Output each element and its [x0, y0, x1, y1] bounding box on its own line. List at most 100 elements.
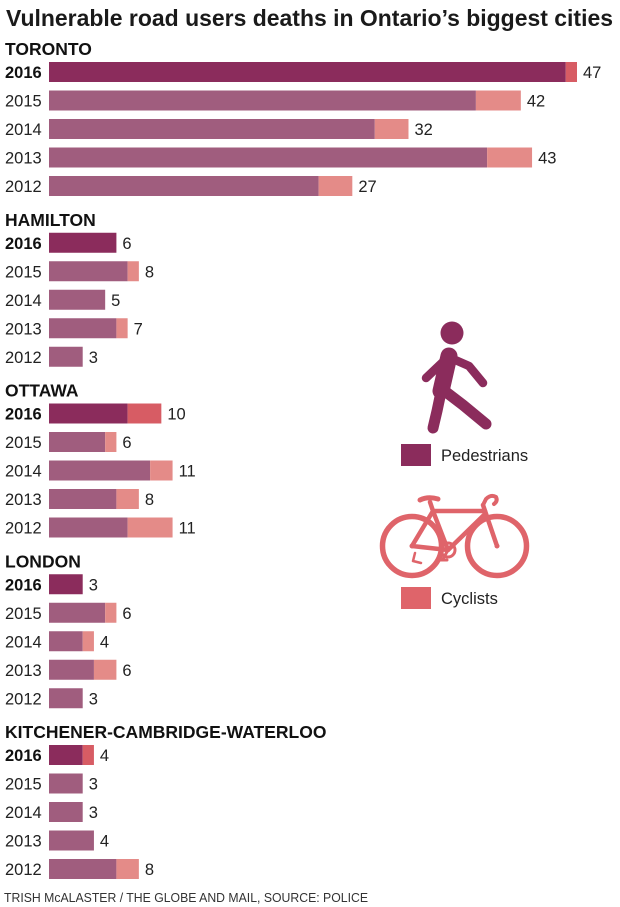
bar-row: 2016 3 [5, 574, 98, 595]
city-group: LONDON 2016 3 2015 6 2014 4 2013 6 2012 3 [5, 551, 132, 709]
total-label: 43 [538, 150, 556, 168]
bar-cyclists [105, 602, 117, 623]
source-credit: TRISH McALASTER / THE GLOBE AND MAIL, SO… [4, 891, 368, 905]
bar-cyclists [318, 176, 353, 196]
year-label: 2013 [5, 833, 42, 851]
total-label: 7 [134, 320, 143, 338]
bar-pedestrians [49, 517, 128, 538]
year-label: 2013 [5, 150, 42, 168]
bar-row: 2016 4 [5, 745, 109, 765]
bar-pedestrians [49, 119, 375, 139]
bar-pedestrians [49, 232, 117, 253]
bar-row: 2015 3 [5, 773, 98, 794]
bar-row: 2012 8 [5, 859, 154, 879]
bar-row: 2013 6 [5, 659, 132, 680]
bar-pedestrians [49, 745, 83, 765]
city-label: TORONTO [5, 39, 92, 59]
total-label: 8 [145, 861, 154, 879]
bar-cyclists [127, 517, 173, 538]
total-label: 5 [111, 292, 120, 310]
bar-pedestrians [49, 346, 83, 367]
bar-row: 2013 43 [5, 147, 556, 168]
bar-pedestrians [49, 802, 83, 822]
total-label: 3 [89, 690, 98, 708]
bar-pedestrians [49, 90, 476, 111]
bar-cyclists [82, 631, 94, 652]
total-label: 4 [100, 747, 109, 765]
city-group: HAMILTON 2016 6 2015 8 2014 5 2013 7 2012 3 [5, 210, 154, 367]
legend-swatch-pedestrians [401, 444, 431, 466]
total-label: 32 [414, 121, 432, 139]
city-label: OTTAWA [5, 381, 79, 401]
total-label: 11 [179, 463, 196, 481]
total-label: 4 [100, 833, 109, 851]
total-label: 6 [122, 662, 131, 680]
bar-row: 2016 6 [5, 232, 132, 253]
bar-cyclists [565, 62, 577, 82]
bar-pedestrians [49, 602, 106, 623]
bar-cyclists [374, 119, 409, 139]
year-label: 2014 [5, 804, 42, 822]
bar-pedestrians [49, 176, 319, 196]
bar-row: 2012 3 [5, 688, 98, 709]
year-label: 2013 [5, 320, 42, 338]
bar-pedestrians [49, 773, 83, 794]
pedestrian-icon [421, 321, 492, 434]
year-label: 2014 [5, 633, 42, 651]
city-label: KITCHENER-CAMBRIDGE-WATERLOO [5, 722, 326, 742]
year-label: 2015 [5, 434, 42, 452]
total-label: 3 [89, 804, 98, 822]
bar-row: 2016 10 [5, 403, 186, 424]
bar-cyclists [150, 460, 173, 481]
year-label: 2012 [5, 178, 42, 196]
year-label: 2012 [5, 349, 42, 367]
year-label: 2013 [5, 662, 42, 680]
bar-cyclists [116, 489, 139, 509]
bar-pedestrians [49, 403, 128, 424]
bar-pedestrians [49, 631, 83, 652]
bar-cyclists [127, 261, 139, 282]
legend: Pedestrians Cyclists [379, 321, 530, 609]
year-label: 2016 [5, 576, 42, 594]
bicycle-icon [379, 493, 530, 579]
total-label: 8 [145, 491, 154, 509]
city-group: OTTAWA 2016 10 2015 6 2014 11 2013 8 2012 11 [5, 381, 196, 538]
bar-pedestrians [49, 460, 151, 481]
legend-swatch-cyclists [401, 587, 431, 609]
total-label: 4 [100, 633, 109, 651]
bar-row: 2014 5 [5, 289, 120, 310]
year-label: 2016 [5, 406, 42, 424]
year-label: 2013 [5, 491, 42, 509]
bar-cyclists [127, 403, 162, 424]
bar-pedestrians [49, 574, 83, 595]
year-label: 2014 [5, 121, 42, 139]
bar-pedestrians [49, 432, 106, 452]
bar-row: 2012 3 [5, 346, 98, 367]
bar-cyclists [93, 659, 117, 680]
bar-row: 2015 6 [5, 432, 132, 452]
year-label: 2012 [5, 520, 42, 538]
bar-row: 2014 32 [5, 119, 433, 139]
year-label: 2012 [5, 861, 42, 879]
bar-row: 2013 8 [5, 489, 154, 509]
city-label: HAMILTON [5, 210, 96, 230]
year-label: 2015 [5, 263, 42, 281]
year-label: 2015 [5, 605, 42, 623]
total-label: 10 [167, 406, 185, 424]
year-label: 2016 [5, 64, 42, 82]
bar-cyclists [82, 745, 94, 765]
chart-title: Vulnerable road users deaths in Ontario’… [6, 5, 613, 31]
bar-pedestrians [49, 147, 488, 168]
bar-row: 2015 42 [5, 90, 545, 111]
bar-row: 2014 3 [5, 802, 98, 822]
bar-row: 2014 11 [5, 460, 196, 481]
year-label: 2014 [5, 463, 42, 481]
total-label: 6 [122, 434, 131, 452]
bar-pedestrians [49, 688, 83, 709]
total-label: 3 [89, 349, 98, 367]
year-label: 2016 [5, 747, 42, 765]
bar-row: 2013 4 [5, 830, 109, 851]
year-label: 2014 [5, 292, 42, 310]
